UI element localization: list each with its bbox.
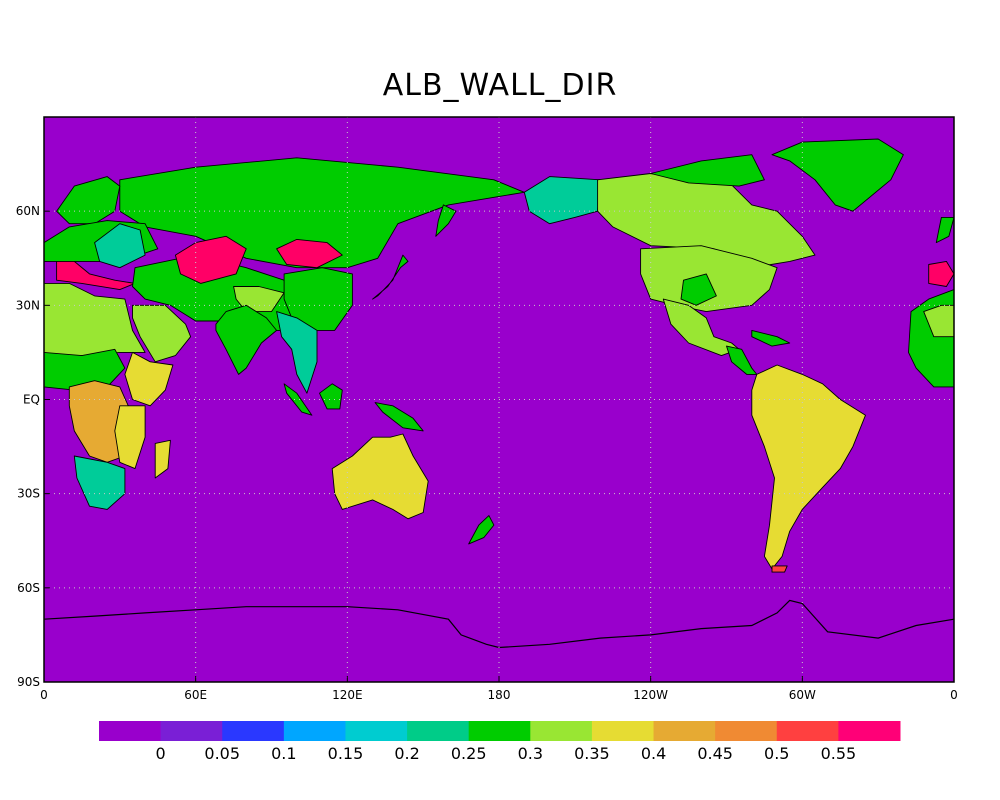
region-mongolia-hotspot (276, 238, 343, 269)
lon-tick-label: 180 (488, 688, 511, 702)
region-new-guinea (374, 402, 424, 432)
region-kazakhstan-hotspot (174, 235, 247, 284)
latitude-ticks: 60N 30N EQ 30S 60S 90S (16, 204, 50, 689)
land-regions (43, 138, 955, 573)
region-india (215, 304, 278, 375)
region-alaska (523, 176, 601, 225)
lat-tick-label: 60S (17, 581, 40, 595)
colorbar-label: 0.05 (204, 744, 240, 763)
colorbar-label: 0.2 (394, 744, 419, 763)
colorbar-label: 0.15 (328, 744, 364, 763)
colorbar-swatch (530, 721, 593, 741)
region-iberia (928, 260, 955, 287)
longitude-ticks: 0 60E 120E 180 120W 60W 0 (40, 676, 958, 702)
region-southeast-asia (276, 311, 318, 394)
colorbar-label: 0 (156, 744, 166, 763)
colorbar-swatch (407, 721, 470, 741)
colorbar-label: 0.25 (451, 744, 487, 763)
region-canadian-arctic (650, 154, 765, 187)
colorbar-swatch (776, 721, 839, 741)
colorbar-swatch (468, 721, 531, 741)
lon-tick-label: 60W (789, 688, 816, 702)
lon-tick-label: 0 (950, 688, 958, 702)
colorbar-swatch (838, 721, 901, 741)
region-east-africa (114, 405, 146, 470)
lon-tick-label: 60E (184, 688, 207, 702)
region-south-america (751, 364, 866, 570)
lon-tick-label: 0 (40, 688, 48, 702)
region-madagascar (154, 439, 171, 479)
colorbar-label: 0.4 (641, 744, 666, 763)
colorbar-swatch (160, 721, 223, 741)
colorbar-label: 0.45 (697, 744, 733, 763)
colorbar-label: 0.55 (821, 744, 857, 763)
lat-tick-label: 60N (16, 204, 40, 218)
lon-tick-label: 120W (633, 688, 668, 702)
region-caribbean (751, 329, 791, 347)
region-new-zealand (468, 515, 495, 545)
map-title: ALB_WALL_DIR (382, 68, 618, 103)
lat-tick-label: 30N (16, 298, 40, 312)
region-eastern-europe (94, 223, 146, 269)
coastline-antarctica-coast (43, 599, 955, 649)
gridlines (44, 117, 954, 682)
region-tierra-del-fuego (771, 565, 788, 573)
colorbar-label: 0.1 (271, 744, 296, 763)
region-arabia (132, 304, 192, 363)
colorbar-swatch (715, 721, 778, 741)
lat-tick-label: EQ (23, 393, 40, 407)
region-sumatra (283, 383, 313, 416)
lat-tick-label: 30S (17, 487, 40, 501)
region-greenland (771, 138, 904, 212)
colorbar-swatch (222, 721, 285, 741)
region-kamchatka (435, 204, 457, 237)
region-scandinavia (56, 176, 121, 225)
lat-tick-label: 90S (17, 675, 40, 689)
lon-tick-label: 120E (332, 688, 363, 702)
region-uk (935, 216, 955, 244)
region-sahel (43, 348, 126, 391)
colorbar-swatch (345, 721, 408, 741)
colorbar-swatch (283, 721, 346, 741)
region-borneo (319, 383, 343, 410)
colorbar-swatch (99, 721, 162, 741)
region-us-southwest (680, 273, 717, 306)
coastlines (43, 599, 955, 649)
colorbar-label: 0.35 (574, 744, 610, 763)
region-japan (372, 254, 409, 300)
colorbar-swatch (653, 721, 716, 741)
region-southern-africa (73, 455, 126, 510)
colorbar-label: 0.3 (518, 744, 543, 763)
colorbar-swatch (591, 721, 655, 741)
colorbar-label: 0.5 (764, 744, 789, 763)
colorbar: 0 0.05 0.1 0.15 0.2 0.25 0.3 0.35 0.4 0.45 0.5 0.55 (99, 721, 901, 763)
region-china (283, 267, 353, 331)
region-mexico (662, 298, 740, 357)
region-horn-of-africa (124, 351, 174, 407)
